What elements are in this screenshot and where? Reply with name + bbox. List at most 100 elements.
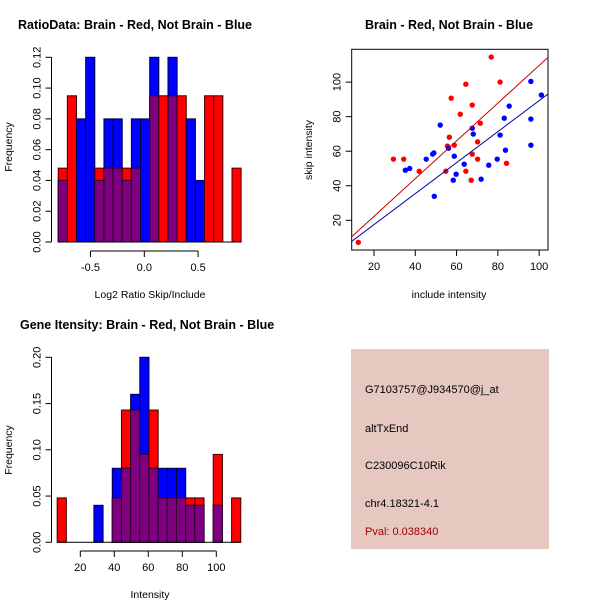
ratio-hist-bar-brain [231, 167, 242, 243]
ratio-hist-y-tick-label: 0.00 [32, 231, 44, 252]
intensity-hist-bar-overlap [176, 497, 187, 543]
scatter-point-not-brain [461, 161, 467, 167]
scatter-point-not-brain [470, 131, 476, 137]
intensity-hist-title: Gene Itensity: Brain - Red, Not Brain - … [20, 318, 274, 332]
probe-id: G7103757@J934570@j_at [365, 384, 499, 396]
ratio-hist-bar-overlap [112, 167, 123, 243]
scatter-point-brain [390, 156, 397, 162]
intensity-hist-x-tick-label: 80 [176, 562, 188, 574]
scatter-ylabel: skip intensity [303, 119, 315, 180]
intensity-hist-y-tick-label: 0.10 [32, 439, 44, 460]
gene-name: C230096C10Rik [365, 460, 446, 472]
scatter-x-tick-label: 60 [450, 261, 462, 273]
ratio-hist-x-tick-label: -0.5 [81, 262, 100, 274]
scatter-point-not-brain [538, 92, 545, 98]
scatter-point-brain [448, 95, 454, 101]
scatter-point-brain [463, 81, 469, 87]
intensity-hist-bar-overlap [120, 467, 132, 543]
scatter-point-not-brain [450, 177, 456, 183]
ratio-hist-bar-brain [158, 95, 169, 243]
scatter-point-brain [401, 156, 407, 162]
scatter-point-not-brain [407, 165, 413, 172]
fit-line-brain [351, 56, 549, 238]
intensity-hist-y-tick-label: 0.00 [32, 532, 44, 553]
intensity-hist-x-tick-label: 40 [108, 562, 120, 574]
ratio-hist-bar-not-brain [76, 118, 87, 243]
intensity-hist-bar-overlap [148, 467, 159, 543]
scatter-point-brain [355, 239, 362, 246]
event-type: altTxEnd [365, 423, 409, 435]
scatter-x-tick-label: 20 [368, 261, 380, 273]
scatter-point-brain [416, 168, 422, 174]
intensity-hist-x-tick-label: 20 [74, 562, 86, 574]
scatter-y-tick-label: 100 [332, 73, 344, 91]
intensity-hist-bar-overlap [212, 504, 223, 543]
scatter-title: Brain - Red, Not Brain - Blue [365, 18, 533, 32]
intensity-hist-x-tick-label: 60 [142, 562, 154, 574]
scatter-x-tick-label: 100 [530, 261, 548, 273]
intensity-hist-bar-overlap [130, 409, 141, 543]
scatter-point-not-brain [501, 115, 507, 121]
scatter-point-brain [468, 177, 474, 183]
scatter-point-not-brain [453, 171, 459, 177]
location: chr4.18321-4.1 [365, 498, 439, 510]
ratio-hist-bar-overlap [57, 179, 68, 243]
scatter-point-brain [488, 54, 494, 60]
scatter-point-brain [469, 151, 475, 157]
intensity-hist-bar-overlap [185, 504, 196, 543]
scatter-point-not-brain [486, 162, 492, 168]
ratio-hist-y-tick-label: 0.06 [32, 139, 44, 160]
ratio-hist-bar-not-brain [194, 179, 206, 243]
ratio-hist-y-tick-label: 0.12 [32, 47, 44, 68]
scatter-point-brain [474, 156, 481, 162]
ratio-hist-bar-overlap [130, 167, 142, 243]
fit-line-not-brain [351, 93, 549, 242]
scatter-point-brain [463, 168, 469, 174]
scatter-point-not-brain [502, 147, 509, 153]
scatter-y-tick-label: 40 [332, 180, 344, 192]
scatter-xlabel: include intensity [412, 289, 487, 301]
intensity-hist-bar-overlap [157, 497, 168, 543]
intensity-hist-ylabel: Frequency [3, 424, 15, 474]
intensity-hist-bar-overlap [166, 497, 178, 543]
intensity-hist-y-tick-label: 0.20 [32, 347, 44, 368]
ratio-hist-y-tick-label: 0.04 [32, 170, 44, 191]
scatter-y-tick-label: 20 [332, 214, 344, 226]
ratio-hist-bar-brain [204, 95, 215, 243]
ratio-hist-bar-brain [213, 95, 224, 243]
scatter-point-not-brain [431, 193, 437, 199]
ratio-hist-title: RatioData: Brain - Red, Not Brain - Blue [18, 18, 252, 32]
scatter-point-not-brain [528, 116, 534, 122]
ratio-hist-ylabel: Frequency [3, 121, 15, 171]
ratio-hist-x-tick-label: 0.5 [190, 262, 205, 274]
ratio-hist-bar-not-brain [140, 118, 151, 243]
scatter-point-not-brain [528, 78, 534, 85]
ratio-hist-bar-not-brain [85, 56, 96, 243]
ratio-hist-bar-overlap [121, 179, 132, 243]
scatter-y-tick-label: 80 [332, 111, 344, 123]
intensity-hist-y-tick-label: 0.05 [32, 485, 44, 506]
scatter-point-not-brain [402, 167, 409, 173]
scatter-point-not-brain [469, 125, 475, 131]
intensity-hist-x-tick-label: 100 [207, 562, 225, 574]
scatter-point-brain [474, 139, 481, 145]
intensity-hist-bar-brain [231, 497, 242, 543]
ratio-hist-y-tick-label: 0.10 [32, 77, 44, 98]
scatter-point-not-brain [494, 156, 500, 162]
ratio-hist-bar-overlap [149, 95, 160, 243]
scatter-point-not-brain [423, 156, 429, 162]
ratio-hist-y-tick-label: 0.08 [32, 108, 44, 129]
ratio-hist-bar-brain [66, 95, 78, 243]
scatter-x-tick-label: 80 [492, 261, 504, 273]
intensity-hist-bar-not-brain [93, 504, 104, 543]
ratio-hist-xlabel: Log2 Ratio Skip/Include [95, 289, 206, 301]
scatter-x-tick-label: 40 [409, 261, 421, 273]
intensity-hist-xlabel: Intensity [130, 589, 170, 600]
scatter-point-not-brain [437, 122, 443, 128]
ratio-hist-bar-overlap [167, 95, 178, 243]
scatter-point-not-brain [431, 150, 437, 156]
scatter-y-tick-label: 60 [332, 145, 344, 157]
scatter-point-not-brain [451, 153, 457, 159]
